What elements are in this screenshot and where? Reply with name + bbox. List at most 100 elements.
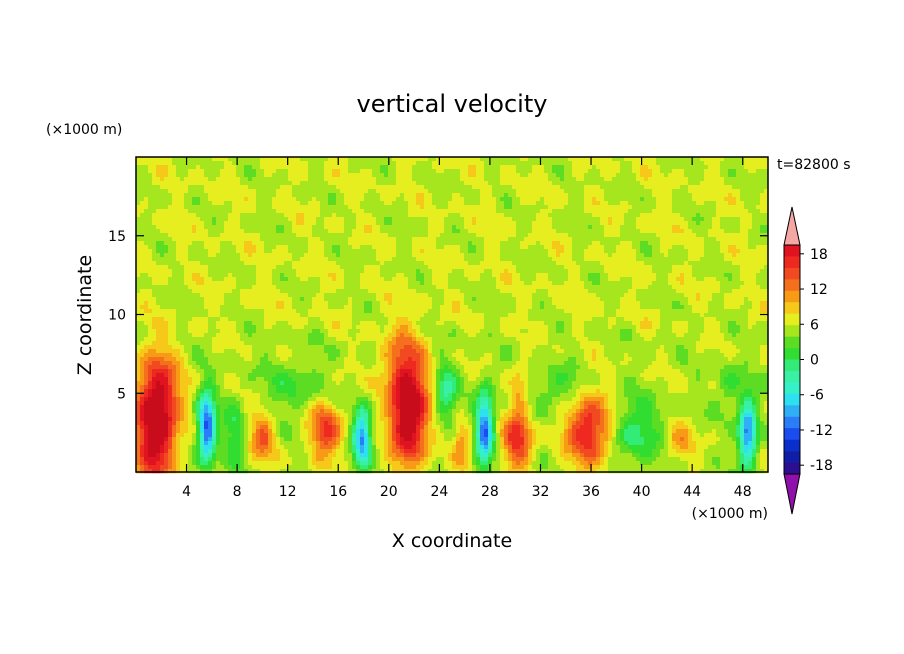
heatmap-cell [564, 249, 569, 254]
heatmap-cell [180, 177, 185, 182]
heatmap-cell [436, 245, 441, 250]
heatmap-cell [408, 241, 413, 246]
heatmap-cell [676, 269, 681, 274]
heatmap-cell [440, 229, 445, 234]
heatmap-cell [400, 169, 405, 174]
heatmap-cell [548, 253, 553, 258]
heatmap-cell [324, 213, 329, 218]
heatmap-cell [264, 189, 269, 194]
heatmap-cell [528, 273, 533, 278]
heatmap-cell [284, 205, 289, 210]
heatmap-cell [140, 169, 145, 174]
heatmap-cell [544, 273, 549, 278]
heatmap-cell [428, 249, 433, 254]
heatmap-cell [292, 241, 297, 246]
heatmap-cell [420, 161, 425, 166]
heatmap-cell [192, 185, 197, 190]
heatmap-cell [200, 237, 205, 242]
heatmap-cell [344, 193, 349, 198]
heatmap-cell [440, 169, 445, 174]
heatmap-cell [200, 249, 205, 254]
heatmap-cell [424, 201, 429, 206]
heatmap-cell [764, 197, 769, 202]
heatmap-cell [480, 261, 485, 266]
heatmap-cell [592, 233, 597, 238]
heatmap-cell [360, 253, 365, 258]
heatmap-cell [340, 257, 345, 262]
heatmap-cell [180, 217, 185, 222]
heatmap-cell [200, 221, 205, 226]
heatmap-cell [288, 281, 293, 286]
heatmap-cell [544, 225, 549, 230]
heatmap-cell [316, 177, 321, 182]
heatmap-cell [516, 229, 521, 234]
heatmap-cell [764, 169, 769, 174]
heatmap-cell [756, 205, 761, 210]
heatmap-cell [560, 173, 565, 178]
heatmap-cell [156, 273, 161, 278]
heatmap-cell [404, 157, 409, 162]
heatmap-cell [160, 209, 165, 214]
heatmap-cell [764, 261, 769, 266]
heatmap-cell [204, 173, 209, 178]
heatmap-cell [516, 193, 521, 198]
heatmap-cell [596, 221, 601, 226]
heatmap-cell [760, 185, 765, 190]
heatmap-cell [680, 201, 685, 206]
heatmap-cell [360, 281, 365, 286]
heatmap-cell [584, 241, 589, 246]
heatmap-cell [556, 201, 561, 206]
heatmap-cell [636, 165, 641, 170]
heatmap-cell [524, 233, 529, 238]
heatmap-cell [676, 225, 681, 230]
heatmap-cell [512, 265, 517, 270]
heatmap-cell [304, 253, 309, 258]
heatmap-cell [384, 241, 389, 246]
heatmap-cell [464, 189, 469, 194]
heatmap-cell [540, 237, 545, 242]
heatmap-cell [516, 181, 521, 186]
heatmap-cell [396, 265, 401, 270]
heatmap-cell [668, 165, 673, 170]
heatmap-cell [160, 241, 165, 246]
heatmap-cell [600, 169, 605, 174]
heatmap-cell [320, 233, 325, 238]
heatmap-cell [208, 281, 213, 286]
heatmap-cell [580, 261, 585, 266]
heatmap-cell [324, 201, 329, 206]
heatmap-cell [428, 237, 433, 242]
heatmap-cell [460, 209, 465, 214]
heatmap-cell [556, 157, 561, 162]
heatmap-cell [456, 261, 461, 266]
heatmap-cell [192, 265, 197, 270]
heatmap-cell [188, 225, 193, 230]
heatmap-cell [652, 157, 657, 162]
heatmap-cell [708, 273, 713, 278]
heatmap-cell [760, 257, 765, 262]
heatmap-cell [332, 265, 337, 270]
heatmap-cell [660, 273, 665, 278]
heatmap-cell [752, 217, 757, 222]
heatmap-cell [448, 157, 453, 162]
heatmap-cell [196, 229, 201, 234]
heatmap-cell [244, 281, 249, 286]
heatmap-cell [692, 245, 697, 250]
heatmap-cell [752, 165, 757, 170]
heatmap-cell [356, 249, 361, 254]
heatmap-cell [308, 257, 313, 262]
heatmap-cell [704, 217, 709, 222]
heatmap-cell [764, 253, 769, 258]
heatmap-cell [580, 181, 585, 186]
heatmap-cell [632, 193, 637, 198]
heatmap-cell [592, 193, 597, 198]
heatmap-cell [752, 161, 757, 166]
heatmap-cell [464, 277, 469, 282]
heatmap-cell [568, 173, 573, 178]
heatmap-cell [752, 201, 757, 206]
heatmap-cell [560, 221, 565, 226]
heatmap-cell [448, 209, 453, 214]
heatmap-cell [428, 265, 433, 270]
heatmap-cell [140, 241, 145, 246]
heatmap-cell [264, 177, 269, 182]
heatmap-cell [544, 209, 549, 214]
